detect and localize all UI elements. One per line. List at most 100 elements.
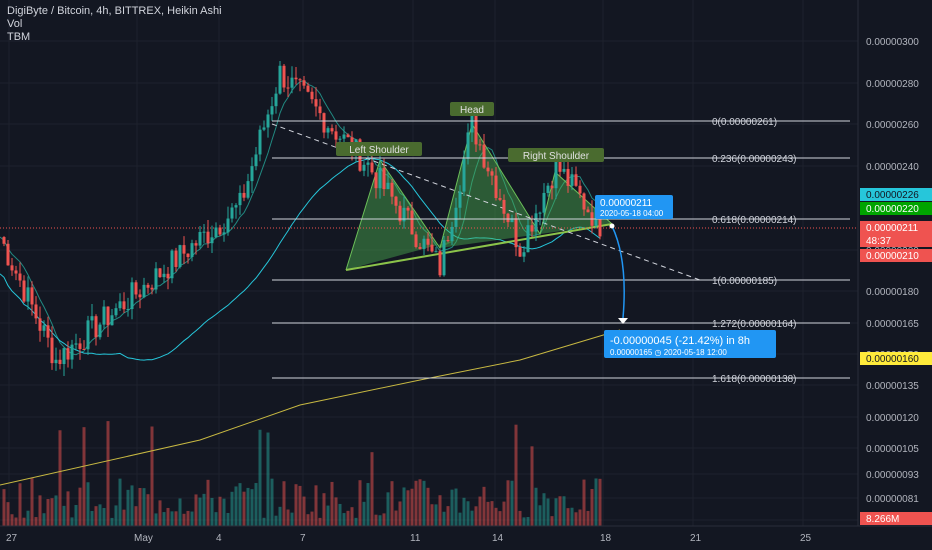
candle-body xyxy=(62,348,66,365)
candle-body xyxy=(118,301,122,309)
candle-body xyxy=(6,243,10,266)
projection-change: -0.00000045 (-21.42%) in 8h xyxy=(610,335,750,347)
volume-bar xyxy=(542,493,546,526)
candle-body xyxy=(530,225,534,232)
volume-bar xyxy=(326,505,330,526)
candle-body xyxy=(366,162,370,165)
volume-bar xyxy=(514,424,518,526)
candle-body xyxy=(342,134,346,139)
price-axis-tag: 8.266M xyxy=(866,514,899,525)
candle-body xyxy=(202,231,206,233)
volume-bar xyxy=(10,514,14,526)
candle-body xyxy=(230,207,234,219)
candle-body xyxy=(522,252,526,257)
candle-body xyxy=(546,185,550,193)
candle-body xyxy=(398,205,402,222)
volume-bar xyxy=(210,497,214,526)
head-area xyxy=(440,124,540,248)
price-axis-tag: 0.00000211 xyxy=(866,223,919,234)
candle-body xyxy=(90,316,94,321)
chart-grid xyxy=(0,0,858,526)
candle-body xyxy=(454,207,458,227)
volume-bar xyxy=(454,488,458,526)
candle-body xyxy=(346,134,350,138)
candle-body xyxy=(262,127,266,130)
volume-bar xyxy=(598,478,602,526)
volume-bar xyxy=(394,510,398,526)
candle-body xyxy=(306,85,310,92)
volume-bar xyxy=(90,510,94,526)
candle-body xyxy=(186,253,190,258)
volume-bar xyxy=(398,501,402,526)
candle-body xyxy=(142,284,146,298)
volume-bar xyxy=(70,517,74,526)
price-axis-tag-bg xyxy=(860,234,932,247)
tooltip-bg xyxy=(595,195,673,219)
time-tick-label: May xyxy=(134,533,153,544)
volume-bar xyxy=(446,506,450,526)
candle-body xyxy=(514,218,518,248)
candle-body xyxy=(406,207,410,211)
candle-body xyxy=(50,337,54,364)
candle-body xyxy=(446,240,450,242)
candle-body xyxy=(250,166,254,182)
time-tick-label: 25 xyxy=(800,533,812,544)
volume-bar xyxy=(22,517,26,526)
candle-body xyxy=(198,231,202,246)
volume-bar xyxy=(426,487,430,526)
head-and-shoulders-pattern xyxy=(0,122,858,281)
candle-body xyxy=(390,182,394,197)
volume-bar xyxy=(470,510,474,526)
volume-bar xyxy=(574,512,578,526)
volume-bar xyxy=(410,488,414,526)
volume-bar xyxy=(170,511,174,526)
volume-bar xyxy=(322,493,326,526)
volume-bar xyxy=(246,487,250,526)
candle-body xyxy=(14,270,18,274)
volume-bar xyxy=(158,500,162,526)
candle-body xyxy=(182,245,186,254)
volume-bar xyxy=(370,452,374,526)
candle-body xyxy=(146,284,150,288)
candle-body xyxy=(278,65,282,94)
candle-body xyxy=(438,251,442,276)
volume-bar xyxy=(310,511,314,526)
volume-bar xyxy=(94,506,98,526)
volume-bar xyxy=(30,478,34,526)
volume-bar xyxy=(174,511,178,526)
volume-bar xyxy=(238,483,242,526)
volume-bar xyxy=(366,483,370,526)
candle-body xyxy=(26,287,30,302)
right-shoulder-label-bg xyxy=(508,148,604,162)
candle-body xyxy=(74,343,78,345)
candle-body xyxy=(458,191,462,208)
tbm-indicator-label[interactable]: TBM xyxy=(7,31,31,43)
candle-body xyxy=(434,251,438,253)
volume-bar xyxy=(430,504,434,526)
candle-body xyxy=(206,231,210,244)
time-tick-label: 11 xyxy=(410,533,421,544)
candle-body xyxy=(242,192,246,198)
volume-bar xyxy=(518,510,522,526)
volume-bar xyxy=(402,487,406,526)
volume-bar xyxy=(374,514,378,526)
price-tick-label: 0.00000135 xyxy=(866,381,919,392)
volume-bar xyxy=(298,485,302,526)
volume-bar xyxy=(266,432,270,526)
volume-bar xyxy=(186,510,190,526)
volume-bar xyxy=(338,503,342,526)
volume-bar xyxy=(550,516,554,526)
candle-body xyxy=(162,273,166,278)
volume-bar xyxy=(566,508,570,526)
chart-header: DigiByte / Bitcoin, 4h, BITTREX, Heikin … xyxy=(7,5,222,44)
volume-bar xyxy=(242,491,246,526)
volume-bar xyxy=(102,508,106,526)
volume-bar xyxy=(314,485,318,526)
volume-bar xyxy=(146,494,150,526)
candle-body xyxy=(258,129,262,155)
volume-indicator-label[interactable]: Vol xyxy=(7,18,23,30)
candle-body xyxy=(510,218,514,223)
price-tick-label: 0.00000105 xyxy=(866,444,919,455)
volume-bar xyxy=(350,507,354,526)
